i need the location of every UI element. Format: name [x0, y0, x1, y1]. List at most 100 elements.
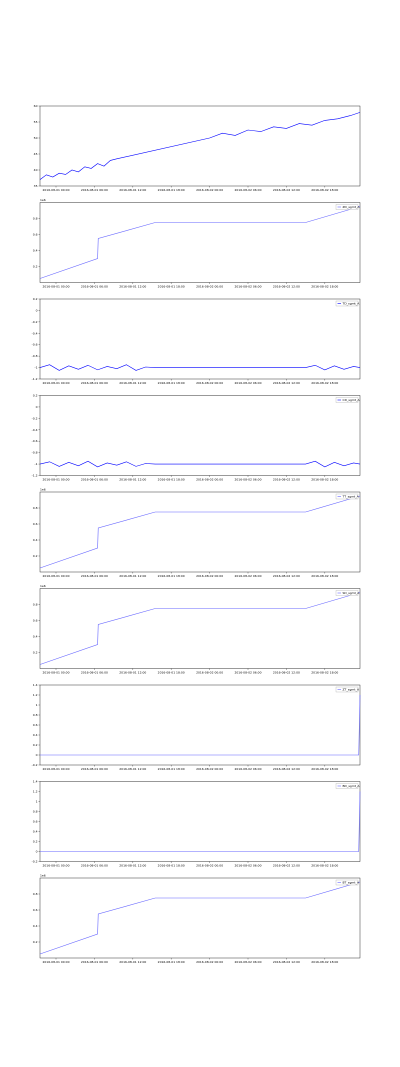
x-tick-label: 2016-08-01 00:00: [42, 188, 69, 192]
x-tick-label: 2016-08-01 12:00: [119, 188, 146, 192]
x-tick-label: 2016-08-01 18:00: [158, 767, 185, 771]
series-line: [39, 495, 361, 569]
y-tick-label: -1.2: [32, 474, 38, 478]
x-tick-label: 2016-08-01 18:00: [158, 188, 185, 192]
axis-offset-label: 1e6: [40, 584, 46, 588]
plot-frame: [39, 202, 361, 283]
x-tick-label: 2016-08-02 18:00: [311, 767, 338, 771]
y-tick-label: 0.6: [33, 908, 38, 912]
x-tick-label: 2016-08-01 06:00: [81, 960, 108, 964]
x-tick-label: 2016-08-02 18:00: [311, 864, 338, 868]
x-tick-label: 2016-08-02 00:00: [196, 285, 223, 289]
legend-label: BT_sgmt_A: [343, 881, 360, 885]
x-tick-label: 2016-08-02 00:00: [196, 671, 223, 675]
plot-frame: [39, 395, 361, 476]
series-line: [40, 791, 361, 852]
x-tick-label: 2016-08-02 18:00: [311, 285, 338, 289]
legend-label: SD_sgmt_A: [343, 591, 361, 595]
x-tick-label: 2016-08-02 06:00: [234, 478, 261, 482]
x-tick-label: 2016-08-01 12:00: [119, 574, 146, 578]
y-tick-label: -0.2: [32, 763, 38, 767]
x-tick-label: 2016-08-01 18:00: [158, 671, 185, 675]
x-tick-label: 2016-08-02 12:00: [273, 478, 300, 482]
x-tick-label: 2016-08-01 06:00: [81, 478, 108, 482]
y-tick-label: 0.4: [33, 635, 38, 639]
x-tick-label: 2016-08-02 00:00: [196, 767, 223, 771]
x-tick-label: 2016-08-02 18:00: [311, 960, 338, 964]
x-tick-label: 2016-08-02 00:00: [196, 188, 223, 192]
x-tick-label: 2016-08-01 18:00: [158, 864, 185, 868]
plot-frame: [39, 588, 361, 669]
plot-frame: [39, 877, 361, 959]
x-tick-label: 2016-08-01 12:00: [119, 478, 146, 482]
y-tick-label: 0.2: [33, 554, 38, 558]
y-tick-label: 55: [34, 120, 38, 124]
y-tick-label: 0.6: [33, 233, 38, 237]
y-tick-label: -1: [35, 366, 38, 370]
y-tick-label: 0: [36, 753, 38, 757]
y-tick-label: 0.2: [33, 651, 38, 655]
y-tick-label: 0: [36, 405, 38, 409]
plot-frame: [39, 105, 361, 187]
x-tick-label: 2016-08-01 12:00: [119, 671, 146, 675]
series-line: [39, 206, 361, 279]
legend-label: CD_sgmt_A: [343, 398, 361, 402]
series-line: [39, 112, 361, 180]
y-tick-label: 0.2: [33, 840, 38, 844]
x-tick-label: 2016-08-02 18:00: [311, 188, 338, 192]
x-tick-label: 2016-08-02 18:00: [311, 478, 338, 482]
x-tick-label: 2016-08-02 00:00: [196, 864, 223, 868]
x-tick-label: 2016-08-02 18:00: [311, 574, 338, 578]
y-tick-label: -0.2: [32, 860, 38, 864]
y-tick-label: 0.4: [33, 830, 38, 834]
x-tick-label: 2016-08-02 06:00: [234, 671, 261, 675]
y-tick-label: 0.2: [33, 940, 38, 944]
x-tick-label: 2016-08-01 06:00: [81, 864, 108, 868]
x-tick-label: 2016-08-02 06:00: [234, 960, 261, 964]
plot-frame: [39, 781, 361, 862]
legend-box: [335, 300, 359, 307]
axis-offset-label: 1e6: [40, 874, 46, 878]
series-line: [39, 881, 361, 955]
y-tick-label: 35: [34, 184, 38, 188]
y-tick-label: 0.2: [33, 743, 38, 747]
y-tick-label: -0.2: [32, 416, 38, 420]
x-tick-label: 2016-08-02 06:00: [234, 188, 261, 192]
y-tick-label: 60: [34, 104, 38, 108]
x-tick-label: 2016-08-02 00:00: [196, 960, 223, 964]
x-tick-label: 2016-08-01 00:00: [42, 767, 69, 771]
y-tick-label: 40: [34, 168, 38, 172]
y-tick-label: -1.2: [32, 377, 38, 381]
y-tick-label: 0.2: [33, 394, 38, 398]
x-tick-label: 2016-08-01 06:00: [81, 381, 108, 385]
y-tick-label: 45: [34, 152, 38, 156]
y-tick-label: 1: [36, 703, 38, 707]
y-tick-label: 1.2: [33, 790, 38, 794]
x-tick-label: 2016-08-02 12:00: [273, 671, 300, 675]
axis-offset-label: 1e6: [40, 198, 46, 202]
y-tick-label: 1.4: [33, 780, 38, 784]
series-line: [40, 694, 361, 756]
x-tick-label: 2016-08-01 18:00: [158, 960, 185, 964]
y-tick-label: -0.8: [32, 451, 38, 455]
x-tick-label: 2016-08-02 00:00: [196, 478, 223, 482]
x-tick-label: 2016-08-01 18:00: [158, 478, 185, 482]
legend-box: [335, 493, 359, 500]
y-tick-label: 0.6: [33, 619, 38, 623]
y-tick-label: -0.4: [32, 428, 38, 432]
x-tick-label: 2016-08-01 00:00: [42, 285, 69, 289]
x-tick-label: 2016-08-02 12:00: [273, 381, 300, 385]
x-tick-label: 2016-08-02 06:00: [234, 285, 261, 289]
x-tick-label: 2016-08-02 12:00: [273, 960, 300, 964]
y-tick-label: 1.4: [33, 683, 38, 687]
y-tick-label: 0.4: [33, 924, 38, 928]
y-tick-label: 0.8: [33, 892, 38, 896]
y-tick-label: 0.4: [33, 538, 38, 542]
y-tick-label: 0.6: [33, 723, 38, 727]
x-tick-label: 2016-08-01 06:00: [81, 671, 108, 675]
y-tick-label: 0.8: [33, 506, 38, 510]
y-tick-label: -0.8: [32, 354, 38, 358]
axis-offset-label: 1e6: [40, 488, 46, 492]
legend-box: [335, 686, 359, 693]
plot-frame: [39, 298, 361, 380]
